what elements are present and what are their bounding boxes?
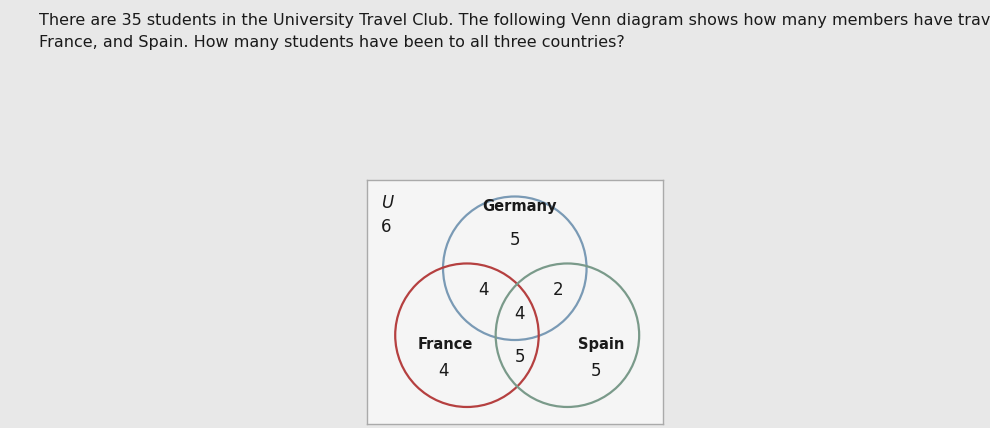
Text: Spain: Spain: [578, 337, 624, 352]
Text: 5: 5: [515, 348, 525, 366]
Text: There are 35 students in the University Travel Club. The following Venn diagram : There are 35 students in the University …: [39, 13, 990, 50]
Text: 6: 6: [381, 218, 391, 236]
Text: 5: 5: [591, 362, 601, 380]
Text: 5: 5: [510, 231, 520, 249]
Text: 2: 2: [552, 281, 563, 299]
Text: Germany: Germany: [482, 199, 556, 214]
Text: U: U: [381, 194, 393, 212]
Text: 4: 4: [438, 362, 448, 380]
Text: 4: 4: [515, 305, 525, 323]
Text: 4: 4: [478, 281, 489, 299]
Text: France: France: [418, 337, 473, 352]
